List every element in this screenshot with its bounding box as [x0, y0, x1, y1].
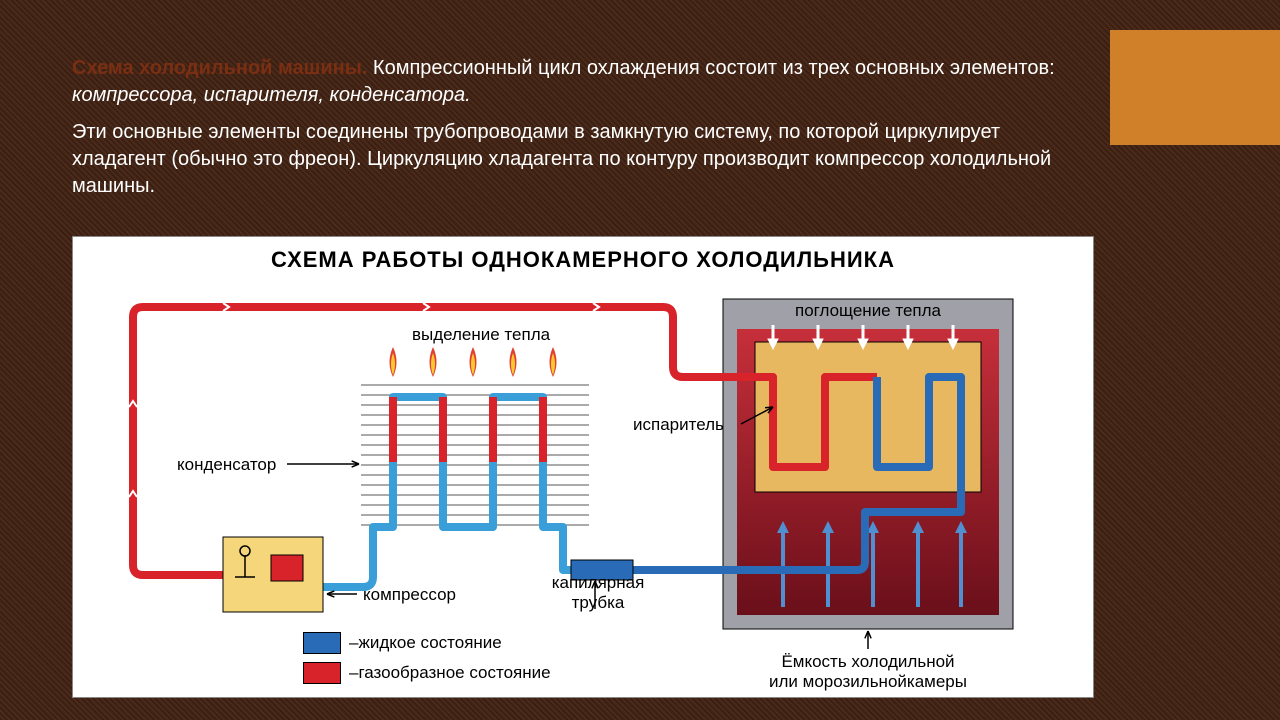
heat-absorb-label: поглощение тепла — [749, 301, 987, 321]
compressor-label: компрессор — [363, 585, 456, 605]
evaporator-label: испаритель — [633, 415, 724, 435]
legend-liquid-swatch — [303, 632, 341, 654]
legend-gas: –газообразное состояние — [303, 662, 551, 684]
legend-gas-swatch — [303, 662, 341, 684]
condenser-label: конденсатор — [177, 455, 276, 475]
intro-paragraph-1: Схема холодильной машины. Компрессионный… — [72, 55, 1090, 109]
accent-decorative-box — [1110, 30, 1280, 145]
legend-liquid-text: –жидкое состояние — [349, 633, 502, 653]
chamber-label: Ёмкость холодильной или морозильнойкамер… — [723, 652, 1013, 692]
chamber-label-l1: Ёмкость холодильной — [723, 652, 1013, 672]
intro-text: Схема холодильной машины. Компрессионный… — [72, 55, 1090, 200]
compressor-motor — [271, 555, 303, 581]
intro-p1-rest: Компрессионный цикл охлаждения состоит и… — [367, 57, 1054, 79]
heat-release-label: выделение тепла — [381, 325, 581, 345]
diagram: СХЕМА РАБОТЫ ОДНОКАМЕРНОГО ХОЛОДИЛЬНИКА — [72, 236, 1094, 698]
heat-release-flames — [390, 347, 557, 377]
intro-paragraph-2: Эти основные элементы соединены трубопро… — [72, 119, 1090, 200]
chamber-label-l2: или морозильнойкамеры — [723, 672, 1013, 692]
legend-liquid: –жидкое состояние — [303, 632, 502, 654]
legend-gas-text: –газообразное состояние — [349, 663, 551, 683]
intro-bold: Схема холодильной машины. — [72, 57, 367, 79]
intro-p1-italic: компрессора, испарителя, конденсатора. — [72, 84, 471, 106]
capillary-label: капилярная трубка — [538, 573, 658, 613]
